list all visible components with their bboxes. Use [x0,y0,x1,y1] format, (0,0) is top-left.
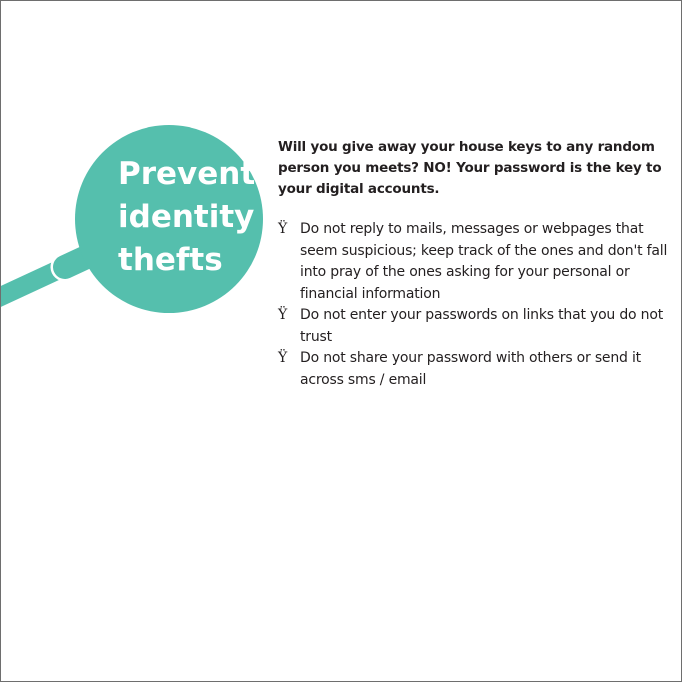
lens-title-line-1: Prevent [118,156,256,192]
magnifier-handle [1,239,108,310]
bullet-icon: Ÿ [278,307,288,323]
lens-title-line-3: thefts [118,242,223,278]
tip-text: Do not enter your passwords on links tha… [300,307,663,345]
tip-item: Ÿ Do not share your password with others… [278,348,678,391]
lens-title: Prevent identity thefts [118,153,268,282]
tip-text: Do not reply to mails, messages or webpa… [300,221,668,302]
tip-item: Ÿ Do not reply to mails, messages or web… [278,219,678,305]
magnifier-lens [75,125,263,313]
bullet-icon: Ÿ [278,350,288,366]
bullet-icon: Ÿ [278,221,288,237]
tip-text: Do not share your password with others o… [300,350,641,388]
tips-list: Ÿ Do not reply to mails, messages or web… [278,219,678,391]
tip-item: Ÿ Do not enter your passwords on links t… [278,305,678,348]
content-block: Will you give away your house keys to an… [278,137,678,391]
lens-title-line-2: identity [118,199,255,235]
intro-text: Will you give away your house keys to an… [278,139,662,197]
